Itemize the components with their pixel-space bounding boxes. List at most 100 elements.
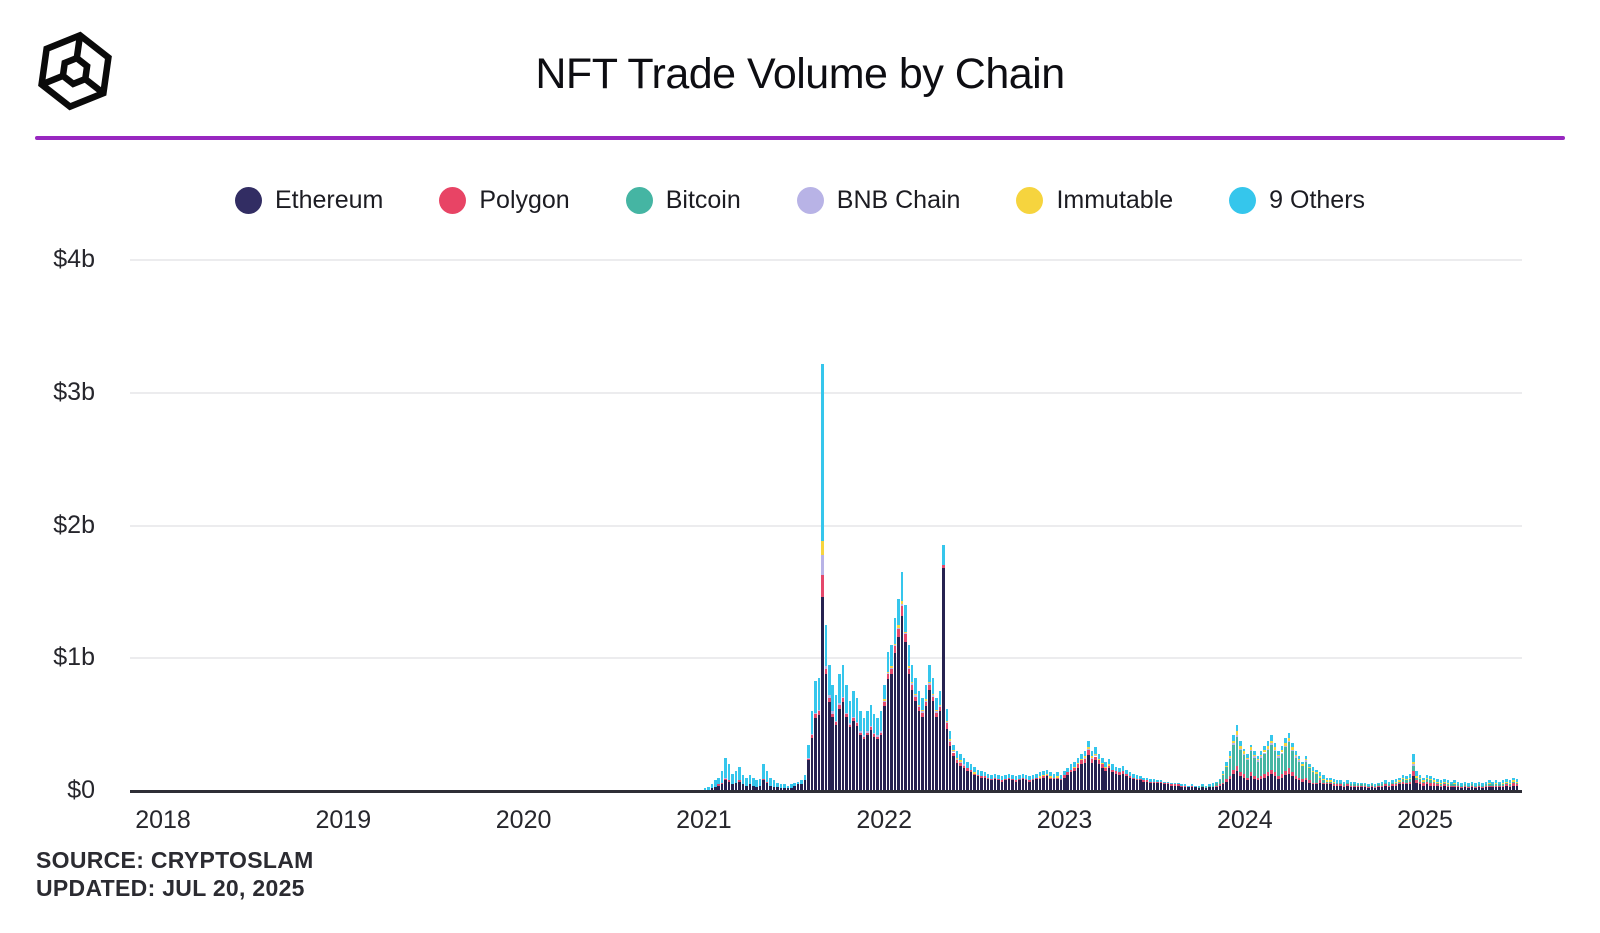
bar-week-2021-09-05[interactable] [824,625,828,791]
bar-week-2022-03-06[interactable] [914,678,917,791]
bar-week-2021-01-31[interactable] [717,777,720,791]
bar-week-2024-10-13[interactable] [1384,780,1387,791]
bar-week-2024-08-04[interactable] [1349,781,1353,791]
bar-week-2022-03-13[interactable] [917,691,921,791]
bar-week-2023-01-15[interactable] [1069,764,1073,791]
bar-week-2023-07-02[interactable] [1152,779,1156,791]
bar-week-2023-12-24[interactable] [1239,740,1242,791]
bar-week-2022-01-09[interactable] [886,651,890,791]
bar-week-2022-10-02[interactable] [1018,775,1021,791]
bar-week-2022-06-05[interactable] [959,753,962,791]
bar-week-2023-08-13[interactable] [1173,783,1177,791]
bar-week-2021-05-09[interactable] [765,771,769,791]
bar-week-2025-02-09[interactable] [1443,779,1446,791]
bar-week-2024-07-28[interactable] [1346,780,1349,791]
bar-week-2021-04-18[interactable] [755,780,758,791]
bar-week-2025-06-29[interactable] [1512,777,1515,791]
bar-week-2021-07-25[interactable] [803,775,807,791]
legend-item-9-others[interactable]: 9 Others [1229,186,1365,215]
bar-week-2021-10-17[interactable] [845,684,848,791]
bar-week-2024-06-16[interactable] [1325,777,1329,791]
bar-week-2024-11-17[interactable] [1401,775,1405,791]
bar-week-2023-04-09[interactable] [1111,764,1114,791]
bar-week-2021-04-04[interactable] [748,775,752,791]
bar-week-2024-02-18[interactable] [1266,740,1270,791]
bar-week-2024-09-15[interactable] [1370,783,1374,791]
bar-week-2021-11-28[interactable] [866,711,869,791]
bar-week-2024-08-25[interactable] [1360,783,1363,791]
bar-week-2025-01-26[interactable] [1436,779,1439,791]
bar-week-2024-09-01[interactable] [1363,783,1367,791]
bar-week-2024-10-27[interactable] [1391,780,1394,791]
bar-week-2024-07-07[interactable] [1335,780,1339,791]
bar-week-2022-04-10[interactable] [931,678,935,791]
bar-week-2022-10-30[interactable] [1031,775,1035,791]
bar-week-2021-12-12[interactable] [872,714,876,791]
bar-week-2023-11-12[interactable] [1218,779,1221,791]
bar-week-2021-05-02[interactable] [762,764,765,791]
bar-week-2024-12-15[interactable] [1415,771,1418,791]
bar-week-2022-01-23[interactable] [893,618,897,791]
bar-week-2023-05-14[interactable] [1128,772,1132,791]
bar-week-2021-02-28[interactable] [731,773,734,791]
bar-week-2022-08-21[interactable] [997,775,1000,791]
bar-week-2024-03-17[interactable] [1280,745,1284,791]
bar-week-2022-08-14[interactable] [993,773,997,791]
bar-week-2021-11-07[interactable] [855,698,859,791]
bar-week-2025-05-04[interactable] [1484,781,1488,791]
bar-week-2023-12-10[interactable] [1232,735,1235,791]
bar-week-2023-07-23[interactable] [1163,781,1166,791]
bar-week-2022-02-06[interactable] [900,571,904,791]
bar-week-2021-07-11[interactable] [796,781,800,791]
bar-week-2023-08-27[interactable] [1180,784,1183,791]
bar-week-2023-01-01[interactable] [1063,771,1066,791]
bar-week-2022-07-17[interactable] [980,771,983,791]
bar-week-2024-05-26[interactable] [1315,769,1318,791]
bar-week-2023-11-05[interactable] [1215,781,1218,791]
bar-week-2025-02-02[interactable] [1439,780,1443,791]
bar-week-2021-02-21[interactable] [727,764,731,791]
bar-week-2023-05-07[interactable] [1125,769,1128,791]
bar-week-2023-10-29[interactable] [1211,783,1215,791]
bar-week-2021-03-14[interactable] [738,767,741,791]
bar-week-2022-11-27[interactable] [1045,769,1049,791]
bar-week-2021-09-26[interactable] [834,695,838,791]
bar-week-2022-04-24[interactable] [938,691,942,791]
bar-week-2023-02-12[interactable] [1083,751,1087,791]
bar-week-2023-04-23[interactable] [1118,768,1121,791]
bar-week-2024-11-10[interactable] [1398,777,1401,791]
bar-week-2025-06-22[interactable] [1508,780,1512,791]
bar-week-2023-07-30[interactable] [1166,781,1170,791]
bar-week-2021-10-10[interactable] [841,664,845,791]
bar-week-2025-06-08[interactable] [1501,780,1505,791]
bar-week-2024-12-08[interactable] [1412,753,1415,791]
bar-week-2024-03-24[interactable] [1284,737,1287,791]
bar-week-2021-12-26[interactable] [879,711,883,791]
bar-week-2022-06-26[interactable] [969,764,973,791]
bar-week-2023-03-05[interactable] [1094,747,1097,791]
bar-week-2024-06-02[interactable] [1318,772,1322,791]
bar-week-2024-04-21[interactable] [1297,756,1301,791]
bar-week-2023-12-17[interactable] [1235,724,1239,791]
bar-week-2024-02-11[interactable] [1263,745,1266,791]
bar-week-2024-04-07[interactable] [1291,743,1294,791]
bar-week-2023-07-09[interactable] [1156,780,1159,791]
bar-week-2022-11-13[interactable] [1038,772,1042,791]
bar-week-2024-09-29[interactable] [1377,783,1380,791]
bar-week-2021-03-21[interactable] [741,775,745,791]
bar-week-2022-09-04[interactable] [1004,775,1007,791]
bar-week-2025-02-23[interactable] [1450,781,1453,791]
bar-week-2022-06-12[interactable] [962,757,966,791]
bar-week-2024-03-03[interactable] [1273,743,1277,791]
bar-week-2022-03-27[interactable] [924,684,928,791]
bar-week-2021-10-31[interactable] [852,691,855,791]
legend-item-ethereum[interactable]: Ethereum [234,186,383,215]
bar-week-2023-04-02[interactable] [1107,759,1111,791]
bar-week-2021-04-11[interactable] [752,777,755,791]
legend-item-bnb-chain[interactable]: BNB Chain [796,186,960,215]
bar-week-2021-12-19[interactable] [876,717,879,791]
bar-week-2023-04-16[interactable] [1114,767,1118,791]
bar-week-2021-08-15[interactable] [814,680,817,791]
bar-week-2023-03-19[interactable] [1101,757,1104,791]
bar-week-2025-07-06[interactable] [1515,779,1519,791]
